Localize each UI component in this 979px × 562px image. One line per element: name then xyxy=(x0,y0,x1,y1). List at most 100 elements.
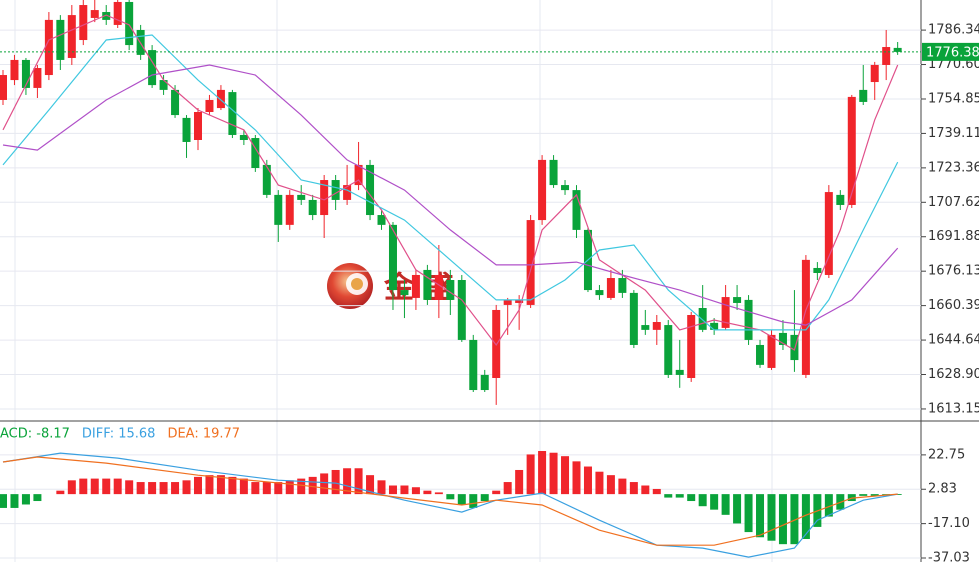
candle-body xyxy=(664,325,673,375)
macd-bar xyxy=(125,480,134,495)
macd-bar xyxy=(159,482,168,495)
macd-bar xyxy=(297,478,306,495)
macd-bar xyxy=(641,485,650,495)
candle-body xyxy=(687,315,696,378)
macd-bar xyxy=(90,478,99,495)
candle-body xyxy=(893,47,902,52)
macd-bar xyxy=(687,494,696,502)
candle-body xyxy=(216,89,225,109)
macd-bar xyxy=(767,494,776,541)
candle-body xyxy=(767,334,776,368)
candle-body xyxy=(102,12,111,20)
candle-body xyxy=(44,19,53,76)
macd-bar xyxy=(251,482,260,495)
candle-body xyxy=(698,308,707,330)
candle-body xyxy=(813,267,822,273)
macd-bar xyxy=(113,478,122,495)
macd-bar xyxy=(824,494,833,517)
macd-line xyxy=(2,456,898,546)
candle-body xyxy=(790,334,799,361)
candle-body xyxy=(411,274,420,298)
macd-bar xyxy=(469,494,478,508)
candle-body xyxy=(377,215,386,225)
macd-bar xyxy=(503,482,512,495)
moving-average xyxy=(2,14,899,351)
macd-bar xyxy=(343,468,352,495)
candle-body xyxy=(308,199,317,216)
candle-body xyxy=(113,1,122,25)
candle-body xyxy=(79,5,88,41)
candle-body xyxy=(193,112,202,140)
macd-bar xyxy=(457,494,466,505)
y-tick-label: 1644.64 xyxy=(928,333,979,348)
macd-bar xyxy=(652,488,661,495)
macd-bar xyxy=(423,490,432,495)
macd-bar xyxy=(21,494,30,505)
candle-body xyxy=(859,89,868,102)
candle-body xyxy=(538,159,547,221)
y-tick-label: 1628.90 xyxy=(928,367,979,382)
macd-bar xyxy=(515,469,524,495)
candle-body xyxy=(90,10,99,18)
macd-bar xyxy=(526,454,535,495)
candle-body xyxy=(56,19,65,60)
candle-body xyxy=(446,280,455,300)
moving-average xyxy=(2,34,899,331)
macd-legend: ACD: -8.17 xyxy=(0,427,70,442)
macd-bar xyxy=(721,494,730,515)
candle-body xyxy=(331,180,340,200)
candle-body xyxy=(366,164,375,216)
macd-bar xyxy=(549,452,558,495)
y-tick-label: 2.83 xyxy=(928,482,957,497)
candle-body xyxy=(847,96,856,205)
candle-body xyxy=(618,278,627,293)
y-tick-label: 1739.11 xyxy=(928,126,979,141)
candle-body xyxy=(503,299,512,305)
macd-bar xyxy=(572,461,581,495)
macd-bar xyxy=(10,494,19,508)
candle-body xyxy=(595,290,604,296)
candle-body xyxy=(882,47,891,65)
macd-bar xyxy=(446,494,455,500)
candle-body xyxy=(733,297,742,303)
candle-body xyxy=(710,322,719,330)
candle-body xyxy=(171,89,180,116)
macd-bar xyxy=(629,482,638,495)
macd-bar xyxy=(308,476,317,495)
macd-bar xyxy=(618,478,627,495)
candle-body xyxy=(388,224,397,291)
macd-bar xyxy=(136,482,145,495)
candle-body xyxy=(434,274,443,300)
candle-body xyxy=(629,292,638,345)
macd-bar xyxy=(744,494,753,533)
candle-body xyxy=(285,194,294,225)
macd-bar xyxy=(480,494,489,502)
y-tick-label: 1691.88 xyxy=(928,229,979,244)
macd-bar xyxy=(285,480,294,495)
macd-bar xyxy=(262,482,271,495)
macd-bar xyxy=(664,494,673,498)
macd-legend: DEA: 19.77 xyxy=(167,427,240,442)
macd-bar xyxy=(411,487,420,495)
candle-body xyxy=(572,190,581,230)
macd-bar xyxy=(331,469,340,495)
macd-bar xyxy=(354,468,363,495)
macd-bar xyxy=(148,482,157,495)
candle-body xyxy=(778,332,787,345)
macd-legend: DIFF: 15.68 xyxy=(82,427,156,442)
candle-body xyxy=(824,192,833,275)
macd-bar xyxy=(171,482,180,495)
candle-body xyxy=(343,185,352,200)
last-price-label: 1776.38 xyxy=(926,45,979,60)
candle-body xyxy=(182,117,191,142)
candle-body xyxy=(756,344,765,365)
macd-bar xyxy=(733,494,742,524)
macd-bar xyxy=(675,494,684,498)
macd-bar xyxy=(400,485,409,495)
macd-bar xyxy=(366,475,375,495)
macd-line xyxy=(2,452,898,558)
candle-body xyxy=(262,164,271,195)
